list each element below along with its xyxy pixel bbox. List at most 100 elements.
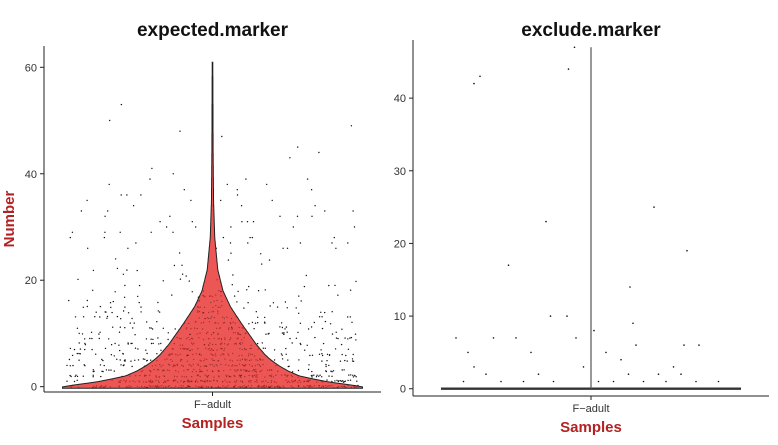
data-point xyxy=(188,280,190,282)
data-point xyxy=(269,305,271,307)
data-point xyxy=(197,306,199,308)
data-point xyxy=(202,321,205,323)
data-point xyxy=(268,369,271,371)
data-point xyxy=(298,312,300,314)
data-point xyxy=(101,370,103,372)
data-point xyxy=(353,226,356,228)
data-point xyxy=(308,364,310,366)
data-point xyxy=(200,386,202,389)
data-point xyxy=(109,119,111,122)
data-point xyxy=(236,189,238,191)
chart-title: expected.marker xyxy=(137,20,289,41)
data-point xyxy=(132,205,135,207)
data-point xyxy=(167,332,169,334)
data-point xyxy=(132,380,134,382)
data-point xyxy=(277,385,279,387)
data-point xyxy=(99,305,102,308)
data-point xyxy=(240,343,242,345)
data-point xyxy=(256,342,259,345)
data-point xyxy=(332,370,335,372)
data-point xyxy=(322,342,325,345)
data-point xyxy=(309,354,311,357)
data-point xyxy=(230,337,232,339)
data-point xyxy=(199,332,201,334)
data-point xyxy=(116,315,119,318)
data-point xyxy=(253,374,256,376)
data-point xyxy=(92,374,94,376)
data-point xyxy=(331,375,333,377)
data-point xyxy=(251,321,254,324)
data-point xyxy=(200,360,202,362)
data-point xyxy=(285,353,287,355)
data-point xyxy=(242,381,244,383)
data-point xyxy=(280,353,283,355)
data-point xyxy=(220,348,222,350)
data-point xyxy=(94,316,96,318)
data-point xyxy=(500,380,502,383)
data-point xyxy=(217,338,219,340)
data-point xyxy=(71,231,74,233)
data-point xyxy=(254,365,256,367)
data-point xyxy=(69,236,72,239)
data-point xyxy=(109,302,112,304)
data-point xyxy=(230,226,232,228)
data-point xyxy=(229,242,232,244)
data-point xyxy=(336,387,338,389)
data-point xyxy=(255,371,258,373)
data-point xyxy=(208,375,210,377)
data-point xyxy=(173,375,176,377)
y-tick-label: 0 xyxy=(400,384,406,396)
data-point xyxy=(343,381,345,383)
data-point xyxy=(261,342,263,344)
data-point xyxy=(284,374,286,376)
data-point xyxy=(148,385,150,387)
data-point xyxy=(103,386,105,388)
data-point xyxy=(134,347,137,349)
data-point xyxy=(306,344,308,346)
data-point xyxy=(335,247,337,249)
data-point xyxy=(246,221,249,223)
data-point xyxy=(642,380,645,383)
data-point xyxy=(120,194,122,196)
data-point xyxy=(187,369,189,371)
data-point xyxy=(261,381,263,383)
data-point xyxy=(186,360,188,362)
data-point xyxy=(136,269,138,272)
data-point xyxy=(144,358,146,360)
data-point xyxy=(287,359,289,361)
data-point xyxy=(180,338,182,340)
data-point xyxy=(167,363,170,365)
data-point xyxy=(336,379,338,382)
data-point xyxy=(351,358,354,360)
data-point xyxy=(325,386,327,388)
data-point xyxy=(165,226,168,228)
data-point xyxy=(190,380,192,382)
data-point xyxy=(116,358,118,360)
data-point xyxy=(172,173,174,175)
data-point xyxy=(142,387,144,389)
data-point xyxy=(247,302,249,304)
data-point xyxy=(76,352,79,355)
data-point xyxy=(220,338,223,340)
data-point xyxy=(236,301,238,303)
data-point xyxy=(286,331,288,333)
data-point xyxy=(339,360,342,362)
data-point xyxy=(146,352,148,355)
data-point xyxy=(331,311,333,313)
data-point xyxy=(130,342,132,345)
data-point xyxy=(350,125,353,127)
data-point xyxy=(268,386,270,388)
data-point xyxy=(204,344,206,346)
data-point xyxy=(620,358,622,361)
data-point xyxy=(340,343,343,346)
data-point xyxy=(262,359,264,361)
data-point xyxy=(307,328,310,330)
data-point xyxy=(260,359,262,361)
data-point xyxy=(203,365,205,367)
data-point xyxy=(259,358,261,360)
data-point xyxy=(162,280,164,282)
data-point xyxy=(140,306,142,308)
data-point xyxy=(304,349,306,351)
data-point xyxy=(665,380,667,383)
data-point xyxy=(190,199,192,202)
